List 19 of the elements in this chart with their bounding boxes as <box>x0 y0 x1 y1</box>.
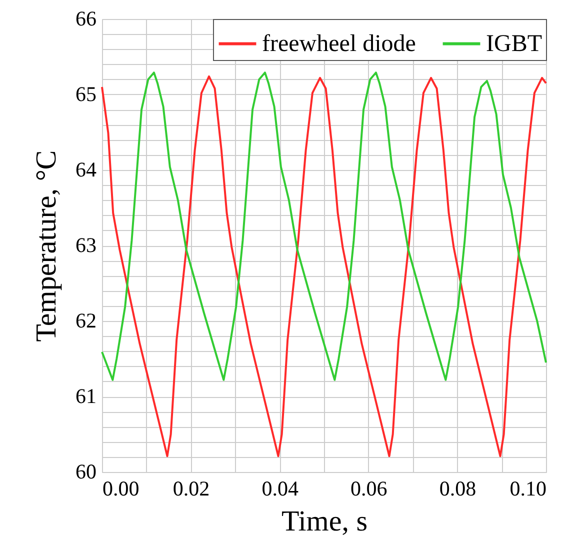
line-series <box>101 72 547 381</box>
legend-label: IGBT <box>486 30 542 57</box>
y-tick-label: 65 <box>76 82 96 106</box>
x-tick-label: 0.10 <box>510 476 546 500</box>
y-tick-label: 62 <box>76 308 96 332</box>
x-tick-label: 0.00 <box>102 476 140 500</box>
y-axis-title: Temperature, °C <box>30 150 62 342</box>
x-tick-label: 0.08 <box>439 476 476 500</box>
y-tick-label: 66 <box>76 6 96 30</box>
line-series <box>101 75 547 458</box>
y-tick-label: 60 <box>76 460 96 484</box>
legend-label: freewheel diode <box>262 30 416 57</box>
x-axis-title: Time, s <box>282 506 368 538</box>
x-tick-label: 0.06 <box>350 476 388 500</box>
y-tick-label: 61 <box>76 384 96 408</box>
y-tick-label: 63 <box>76 233 96 257</box>
x-tick-label: 0.02 <box>172 476 210 500</box>
y-tick-label: 64 <box>76 158 97 182</box>
x-tick-label: 0.04 <box>262 476 299 500</box>
